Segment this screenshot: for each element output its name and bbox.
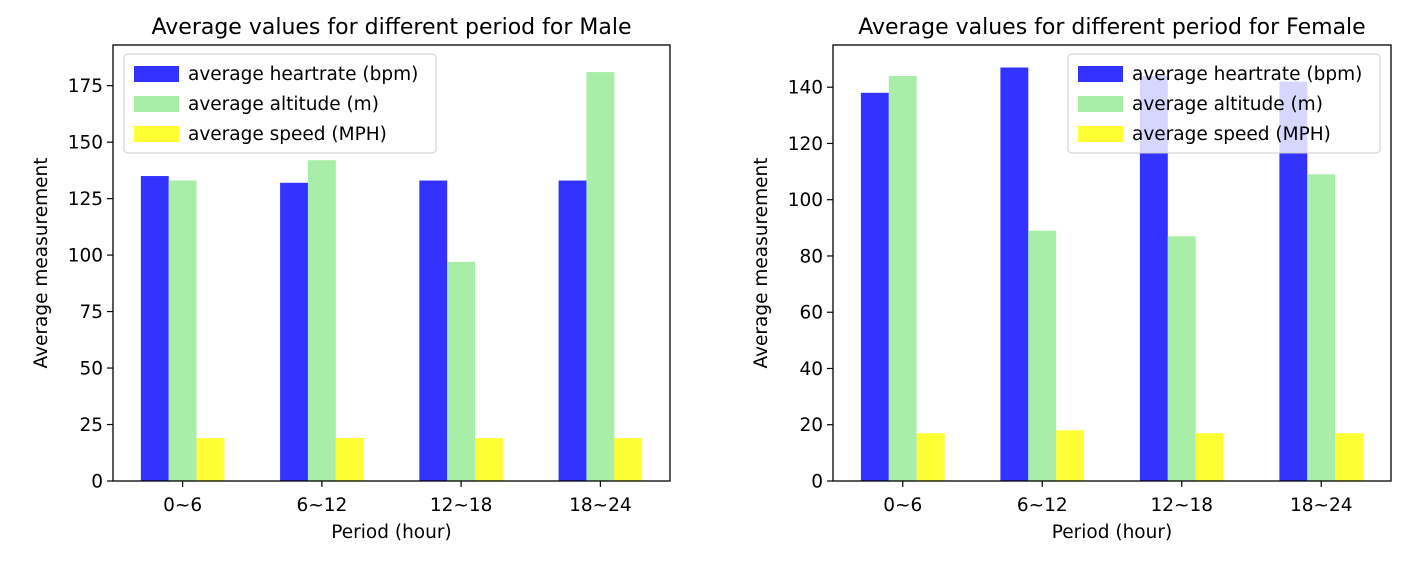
bar [1195, 433, 1224, 481]
y-tick-label: 175 [68, 76, 103, 97]
bar [860, 92, 889, 481]
y-tick-label: 0 [811, 472, 823, 493]
x-axis: 0~6 6~12 12~18 18~24 [883, 481, 1353, 516]
y-tick-label: 75 [79, 302, 103, 323]
x-axis: 0~6 6~12 12~18 18~24 [163, 481, 632, 516]
legend-swatch [134, 66, 179, 82]
y-tick-label: 60 [799, 303, 823, 324]
legend: average heartrate (bpm) average altitude … [123, 53, 437, 154]
y-tick-label: 100 [68, 246, 103, 267]
bar [586, 72, 615, 482]
legend-swatch [134, 126, 179, 142]
bar [140, 176, 169, 481]
y-tick-label: 120 [788, 134, 823, 155]
x-tick-label: 18~24 [1290, 495, 1353, 516]
legend: average heartrate (bpm) average altitude … [1067, 53, 1381, 154]
y-tick-label: 140 [788, 78, 823, 99]
bar [1307, 174, 1336, 481]
bar [1335, 433, 1364, 481]
x-tick-label: 12~18 [430, 495, 493, 516]
chart-title: Average values for different period for … [858, 15, 1365, 40]
y-axis: 0 25 50 75 100 125 150 175 [68, 76, 113, 493]
bar [614, 438, 643, 481]
y-tick-label: 50 [79, 359, 103, 380]
y-axis-label: Average measurement [751, 158, 772, 369]
bar [280, 182, 308, 482]
x-axis-label: Period (hour) [331, 522, 451, 543]
legend-label: average altitude (m) [188, 94, 379, 115]
bar [419, 180, 448, 482]
bar [558, 180, 587, 482]
x-tick-label: 0~6 [163, 495, 202, 516]
y-tick-label: 20 [799, 415, 823, 436]
y-tick-label: 150 [68, 133, 103, 154]
bars [860, 67, 1364, 481]
legend-box [123, 53, 437, 154]
y-axis: 0 20 40 60 80 100 120 140 [788, 78, 833, 493]
legend-swatch [1078, 66, 1123, 82]
legend-swatch [134, 96, 179, 112]
bar [335, 438, 364, 481]
legend-label: average speed (MPH) [1132, 124, 1331, 145]
legend-label: average heartrate (bpm) [1132, 64, 1362, 85]
chart-title: Average values for different period for … [152, 15, 632, 40]
y-tick-label: 40 [799, 359, 823, 380]
legend-label: average heartrate (bpm) [188, 64, 418, 85]
chart-female: 0 20 40 60 80 100 120 140 0~6 6~12 12~18 18~24 Avera… [751, 15, 1392, 543]
legend-swatch [1078, 96, 1123, 112]
bar [1167, 236, 1196, 481]
y-tick-label: 80 [799, 246, 823, 267]
x-tick-label: 18~24 [569, 495, 632, 516]
y-tick-label: 125 [68, 189, 103, 210]
bar [196, 438, 225, 481]
bar [168, 180, 197, 482]
bar [447, 261, 476, 481]
bar [1056, 430, 1085, 481]
y-tick-label: 0 [91, 472, 103, 493]
axes-frame [112, 44, 671, 482]
y-axis-label: Average measurement [31, 158, 52, 369]
chart-male: 0 25 50 75 100 125 150 175 0~6 6~12 12~18 18~24 Aver… [31, 15, 671, 543]
legend-swatch [1078, 126, 1123, 142]
bar [1000, 67, 1029, 481]
y-tick-label: 100 [788, 190, 823, 211]
bar [916, 433, 945, 481]
x-tick-label: 6~12 [296, 495, 347, 516]
axes-frame [832, 44, 1392, 482]
bar [475, 438, 503, 481]
bar [888, 75, 917, 481]
legend-box [1067, 53, 1381, 154]
bar [307, 160, 336, 481]
bars [140, 72, 643, 482]
x-tick-label: 6~12 [1017, 495, 1068, 516]
legend-label: average speed (MPH) [188, 124, 387, 145]
x-tick-label: 0~6 [883, 495, 922, 516]
legend-label: average altitude (m) [1132, 94, 1323, 115]
bar [1028, 230, 1057, 481]
y-tick-label: 25 [79, 415, 103, 436]
x-tick-label: 12~18 [1150, 495, 1213, 516]
x-axis-label: Period (hour) [1052, 522, 1172, 543]
